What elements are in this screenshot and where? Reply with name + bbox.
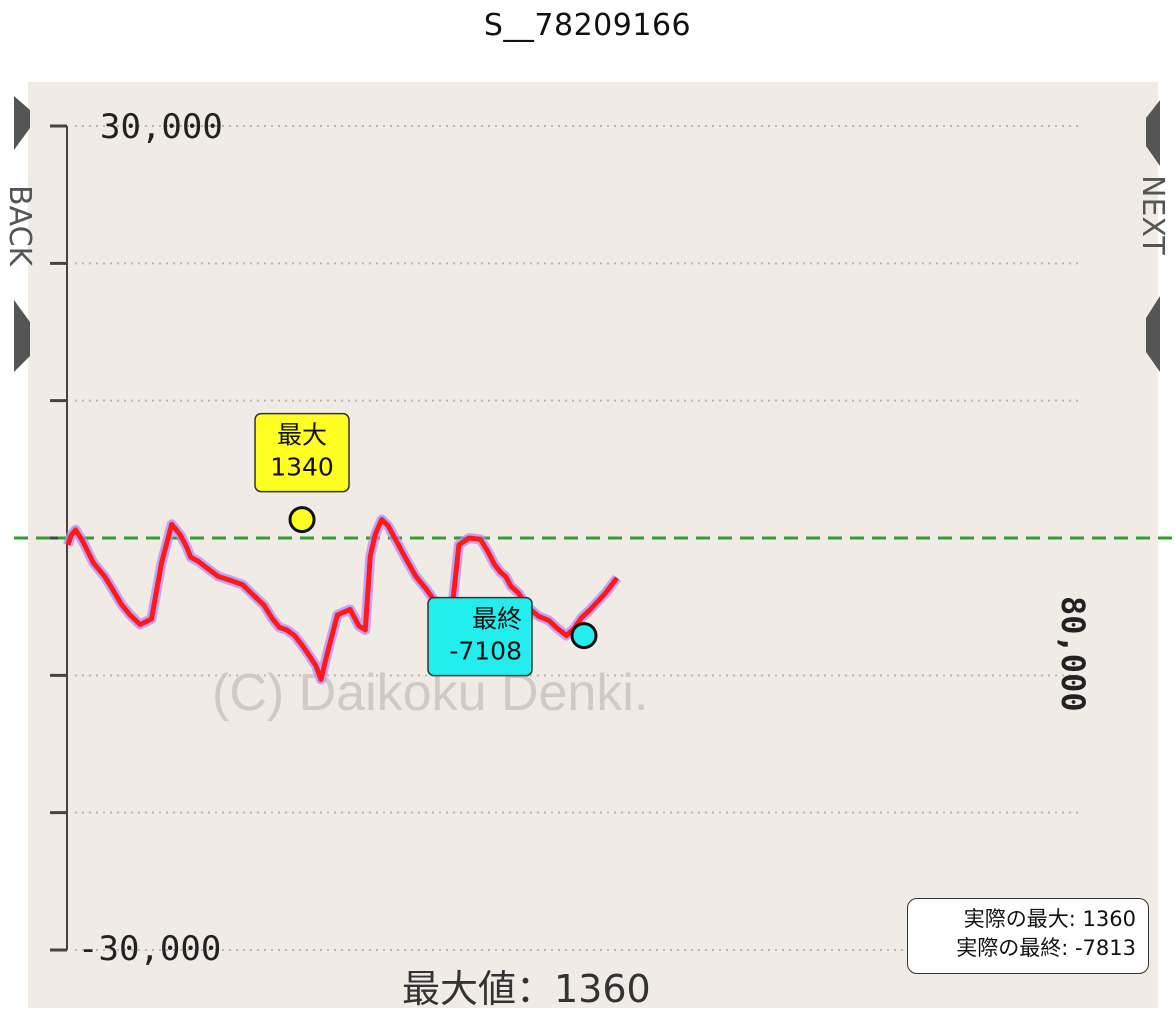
info-actual-max: 実際の最大: 1360 [963,907,1136,931]
y-tick-label-top: 30,000 [100,107,223,147]
markers: 最大 1340 最終 -7108 [254,412,598,677]
plot-background [28,82,1158,1008]
info-box: 実際の最大: 1360 実際の最終: -7813 [907,898,1149,974]
right-scale-label: 80,000 [1054,596,1092,712]
bottom-max-label: 最大値：1360 [402,967,651,1011]
marker-callout-label: 最終 [472,605,522,634]
marker-callout-value: 1340 [270,453,334,482]
back-nav-icon[interactable]: BACK [2,96,37,372]
page-title: S__78209166 [483,8,692,43]
back-nav-label: BACK [2,185,37,268]
marker-callout-box [254,412,350,493]
marker-dot [288,506,316,534]
info-actual-final: 実際の最終: -7813 [956,936,1136,960]
marker-callout-box [427,596,533,677]
marker-callout-label: 最大 [277,421,327,450]
next-nav-icon[interactable]: NEXT [1135,100,1170,372]
y-tick-label-bottom: -30,000 [78,929,221,969]
marker-callout-value: -7108 [449,637,522,666]
next-nav-label: NEXT [1135,175,1170,255]
marker-dot [570,622,598,650]
